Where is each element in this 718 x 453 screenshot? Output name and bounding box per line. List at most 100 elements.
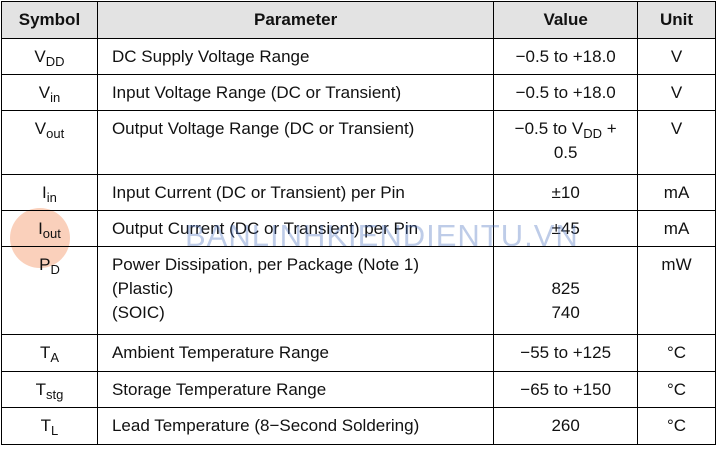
unit: V [670,47,683,66]
value-line: −0.5 to +18.0 [515,47,616,66]
symbol-cell: TL [1,407,98,445]
unit: °C [666,343,687,362]
table-row: Iout Output Current (DC or Transient) per… [1,210,716,247]
value-line: 0.5 [553,143,578,162]
parameter-line: Input Voltage Range (DC or Transient) [111,83,402,102]
table-row: TA Ambient Temperature Range −55 to +125 °C [1,334,716,372]
symbol-subscript: L [51,423,59,438]
unit-cell: °C [637,334,716,372]
value-cell: ±45 [493,210,639,247]
unit-cell: °C [637,371,716,408]
header-cell: Value [493,1,639,39]
unit: V [670,83,683,102]
parameter-cell: DC Supply Voltage Range [96,38,495,75]
symbol-subscript: DD [45,54,65,69]
parameter-line: Input Current (DC or Transient) per Pin [111,183,405,202]
symbol: T [40,416,52,435]
parameter-line: DC Supply Voltage Range [111,47,310,66]
symbol: I [38,219,43,238]
unit-cell: V [637,38,716,75]
value-line: ±10 [551,183,580,202]
value-line: −0.5 to VDD + [502,117,629,141]
parameter-line: (SOIC) [111,303,165,322]
table-row: Vout Output Voltage Range (DC or Transien… [1,110,716,175]
value-line: 740 [551,303,580,322]
unit-cell: °C [637,407,716,445]
header-cell: Unit [637,1,716,39]
symbol-cell: Vin [1,74,98,111]
table-row: Tstg Storage Temperature Range −65 to +150… [1,371,716,408]
parameter-cell: Lead Temperature (8−Second Soldering) [96,407,495,445]
value-cell: −55 to +125 [493,334,639,372]
unit-cell: mW [637,246,716,335]
parameter-cell: Input Voltage Range (DC or Transient) [96,74,495,111]
unit: mA [663,219,690,238]
value-text: −0.5 to V [514,119,584,138]
symbol: I [42,183,47,202]
value-line: −65 to +150 [520,380,612,399]
symbol-cell: Iout [1,210,98,247]
ratings-table: Symbol Parameter Value Unit VDD DC Supply Vo… [1,1,716,445]
value-text: + [601,119,617,138]
symbol: P [39,255,51,274]
value-subscript: DD [583,126,602,141]
unit-cell: V [637,110,716,175]
symbol: V [38,83,51,102]
header-cell: Symbol [1,1,98,39]
unit: V [670,119,683,138]
value-line: −55 to +125 [520,343,612,362]
symbol-subscript: A [50,350,59,365]
value-cell: −0.5 to +18.0 [493,38,639,75]
symbol-cell: Vout [1,110,98,175]
parameter-line: Output Current (DC or Transient) per Pin [111,219,419,238]
symbol-subscript: D [50,262,60,277]
table-row: Iin Input Current (DC or Transient) per P… [1,174,716,211]
symbol: T [35,380,46,399]
symbol: V [34,119,47,138]
parameter-cell: Output Current (DC or Transient) per Pin [96,210,495,247]
symbol-cell: TA [1,334,98,372]
symbol-subscript: out [42,226,61,241]
parameter-cell: Output Voltage Range (DC or Transient) [96,110,495,175]
symbol: T [39,343,51,362]
value-cell: −0.5 to +18.0 [493,74,639,111]
symbol-cell: PD [1,246,98,335]
symbol: V [34,47,46,66]
table-row: PD Power Dissipation, per Package (Note 1… [1,246,716,335]
parameter-line: (Plastic) [111,279,174,298]
value-cell: ±10 [493,174,639,211]
symbol-cell: Iin [1,174,98,211]
value-line: ±45 [551,219,580,238]
table-row: TL Lead Temperature (8−Second Soldering) 2… [1,407,716,445]
table-row: Vin Input Voltage Range (DC or Transient)… [1,74,716,111]
parameter-line: Lead Temperature (8−Second Soldering) [111,416,420,435]
table-body: VDD DC Supply Voltage Range −0.5 to +18.0 V… [1,38,716,445]
value-cell: 260 [493,407,639,445]
unit: °C [666,380,687,399]
value-line: 825 [551,279,580,298]
parameter-cell: Input Current (DC or Transient) per Pin [96,174,495,211]
unit-cell: mA [637,174,716,211]
value-line: −0.5 to +18.0 [515,83,616,102]
unit: °C [666,416,687,435]
unit: mW [661,255,692,274]
symbol-cell: VDD [1,38,98,75]
unit-cell: V [637,74,716,111]
symbol-cell: Tstg [1,371,98,408]
unit-cell: mA [637,210,716,247]
symbol-subscript: out [46,126,65,141]
value-cell: −0.5 to VDD +0.5 [493,110,639,175]
parameter-line: Output Voltage Range (DC or Transient) [111,119,415,138]
value-line: 260 [551,416,580,435]
header-row: Symbol Parameter Value Unit [1,1,716,39]
parameter-cell: Ambient Temperature Range [96,334,495,372]
value-cell: −65 to +150 [493,371,639,408]
symbol-subscript: in [46,190,57,205]
parameter-line: Power Dissipation, per Package (Note 1) [111,255,420,274]
value-cell: 825 740 [493,246,639,335]
parameter-line: Ambient Temperature Range [111,343,329,362]
table-row: VDD DC Supply Voltage Range −0.5 to +18.0 V [1,38,716,75]
symbol-subscript: stg [46,387,64,402]
unit: mA [663,183,690,202]
